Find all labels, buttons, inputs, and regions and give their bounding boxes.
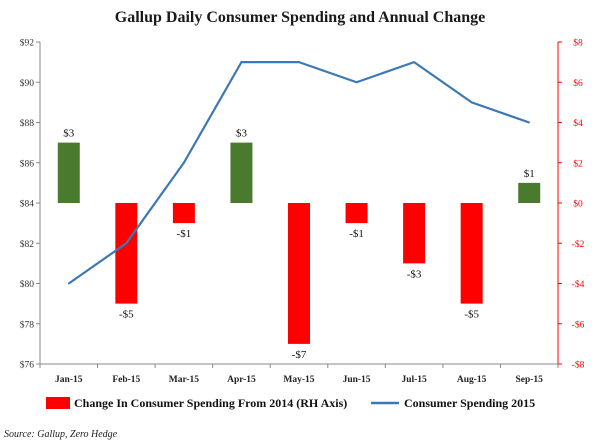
line-point	[470, 101, 473, 104]
bar	[345, 203, 368, 224]
source-note: Source: Gallup, Zero Hedge	[4, 429, 118, 440]
legend-label-bars: Change In Consumer Spending From 2014 (R…	[74, 396, 347, 410]
bar-data-labels: $3 -$5 -$1 $3 -$7 -$1 -$3 -$5 $1	[63, 128, 534, 361]
x-tick-label: Feb-15	[112, 375, 140, 385]
left-tick-label: $86	[20, 158, 35, 169]
x-tick-label: Jan-15	[55, 375, 83, 385]
bar-data-label: -$5	[464, 309, 479, 321]
x-tick-label: Mar-15	[169, 375, 199, 385]
left-tick-label: $78	[20, 319, 35, 330]
line-point	[355, 81, 358, 84]
left-tick-label: $82	[20, 239, 35, 250]
bar-data-label: -$1	[349, 228, 364, 240]
bar-series	[57, 142, 541, 344]
bar	[230, 142, 253, 203]
right-tick-label: -$6	[572, 319, 585, 330]
bar	[518, 182, 541, 203]
left-axis: $76 $78 $80 $82 $84 $86 $88 $90 $92	[20, 38, 40, 371]
right-tick-label: $6	[573, 78, 583, 89]
right-axis: -$8 -$6 -$4 -$2 $0 $2 $4 $6 $8	[558, 38, 585, 371]
line-point	[528, 121, 531, 124]
legend-swatch-bars	[46, 397, 70, 409]
bar	[115, 203, 138, 304]
line-point	[413, 61, 415, 63]
left-tick-label: $92	[20, 38, 35, 49]
line-point	[125, 242, 128, 245]
left-tick-label: $90	[20, 78, 35, 89]
bar-data-label: $1	[524, 168, 535, 180]
bar	[403, 203, 426, 264]
x-tick-label: Jul-15	[401, 375, 427, 385]
x-tick-label: Aug-15	[457, 375, 487, 385]
line-point	[67, 282, 70, 285]
line-point	[240, 61, 243, 63]
bar	[460, 203, 483, 304]
legend: Change In Consumer Spending From 2014 (R…	[46, 396, 535, 410]
bar-data-label: -$7	[292, 349, 307, 361]
line-point	[183, 161, 185, 164]
bar	[172, 203, 195, 224]
right-tick-label: $0	[573, 199, 583, 210]
left-tick-label: $84	[20, 199, 35, 210]
chart-title: Gallup Daily Consumer Spending and Annua…	[115, 9, 486, 26]
bar-data-label: $3	[63, 128, 75, 140]
x-tick-label: Apr-15	[227, 375, 256, 385]
bar-data-label: -$5	[119, 309, 134, 321]
right-tick-label: $8	[573, 38, 583, 49]
x-tick-label: Sep-15	[515, 375, 543, 385]
x-tick-label: Jun-15	[343, 375, 371, 385]
line-point	[298, 61, 300, 63]
right-tick-label: $4	[573, 118, 583, 129]
bar-data-label: -$3	[407, 268, 422, 280]
x-tick-label: May-15	[283, 375, 314, 385]
bar	[57, 142, 80, 203]
line-series	[67, 61, 531, 285]
bar-data-label: -$1	[177, 228, 192, 240]
right-tick-label: -$4	[572, 279, 585, 290]
legend-label-line: Consumer Spending 2015	[404, 396, 535, 410]
left-tick-label: $76	[20, 360, 35, 371]
bar	[288, 203, 310, 344]
bar-data-label: $3	[236, 128, 248, 140]
left-tick-label: $88	[20, 118, 35, 129]
right-tick-label: -$2	[572, 239, 585, 250]
right-tick-label: -$8	[572, 360, 585, 371]
x-axis: Jan-15 Feb-15 Mar-15 Apr-15 May-15 Jun-15 Jul-…	[39, 364, 559, 385]
right-tick-label: $2	[573, 158, 583, 169]
left-tick-label: $80	[20, 279, 35, 290]
